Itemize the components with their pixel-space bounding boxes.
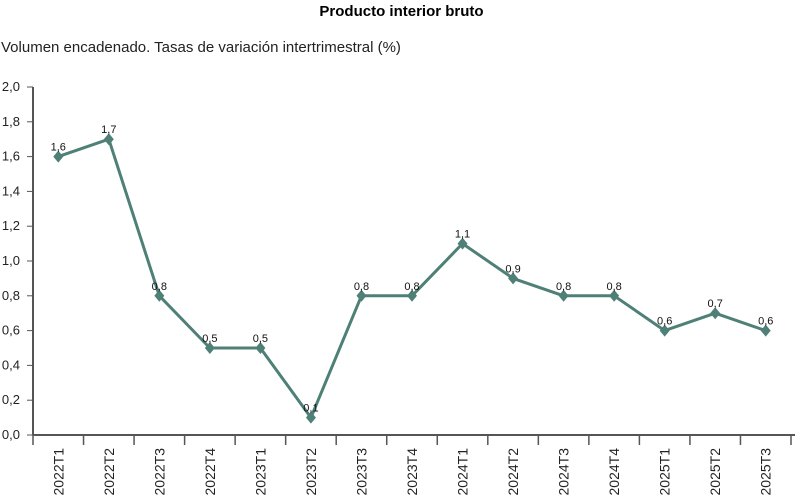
data-label: 0,9	[505, 263, 520, 275]
data-label: 0,8	[354, 281, 369, 293]
x-tick-label: 2023T2	[303, 448, 319, 496]
x-tick-label: 2024T4	[606, 448, 622, 496]
x-tick-label: 2025T1	[657, 448, 673, 496]
x-tick-label: 2022T4	[202, 448, 218, 496]
data-label: 0,5	[253, 333, 268, 345]
data-label: 0,5	[202, 333, 217, 345]
chart-title: Producto interior bruto	[319, 3, 484, 20]
x-tick-label: 2024T3	[556, 448, 572, 496]
data-label: 0,1	[303, 403, 318, 415]
data-label: 0,8	[152, 281, 167, 293]
y-tick-label: 1,4	[2, 183, 20, 198]
data-label: 0,7	[708, 298, 723, 310]
data-point	[710, 307, 721, 320]
data-label: 0,6	[657, 316, 672, 328]
y-tick-label: 1,6	[2, 149, 20, 164]
y-tick-label: 0,6	[2, 323, 20, 338]
data-label: 0,6	[758, 316, 773, 328]
chart-subtitle: Volumen encadenado. Tasas de variación i…	[1, 39, 401, 56]
data-point	[204, 342, 215, 354]
series-line	[57, 137, 767, 420]
y-tick-label: 0,0	[2, 427, 20, 442]
data-point	[154, 289, 165, 302]
data-label: 1,1	[455, 229, 470, 241]
x-tick-label: 2022T3	[151, 448, 167, 496]
data-label: 1,7	[101, 124, 116, 136]
x-tick-label: 2023T4	[404, 448, 420, 496]
y-tick-label: 1,2	[2, 218, 20, 233]
x-tick-label: 2023T1	[252, 448, 268, 496]
y-tick-label: 0,4	[2, 357, 20, 372]
data-point	[356, 289, 367, 302]
data-point	[103, 133, 114, 146]
data-label: 0,8	[606, 281, 621, 293]
x-tick-label: 2025T2	[707, 448, 723, 496]
y-tick-label: 2,0	[2, 79, 20, 94]
x-tick-label: 2022T2	[101, 448, 117, 496]
data-point	[609, 289, 620, 302]
y-tick-label: 1,0	[2, 253, 20, 268]
data-point	[659, 324, 670, 337]
data-label: 0,8	[404, 281, 419, 293]
data-point	[558, 289, 569, 302]
data-point	[255, 342, 266, 354]
data-point	[457, 237, 468, 250]
data-label: 0,8	[556, 281, 571, 293]
data-point	[53, 150, 64, 163]
x-tick-label: 2022T1	[50, 448, 66, 496]
y-tick-label: 1,8	[2, 114, 20, 129]
data-point	[407, 289, 417, 302]
x-tick-label: 2023T3	[353, 448, 369, 496]
data-point	[508, 272, 519, 285]
y-tick-label: 0,2	[2, 392, 20, 407]
x-tick-label: 2025T3	[758, 448, 774, 496]
x-tick-label: 2024T2	[505, 448, 521, 496]
y-tick-label: 0,8	[2, 288, 20, 303]
data-point	[305, 411, 316, 424]
data-label: 1,6	[51, 142, 66, 154]
x-tick-label: 2024T1	[455, 448, 471, 496]
data-point	[760, 324, 771, 337]
